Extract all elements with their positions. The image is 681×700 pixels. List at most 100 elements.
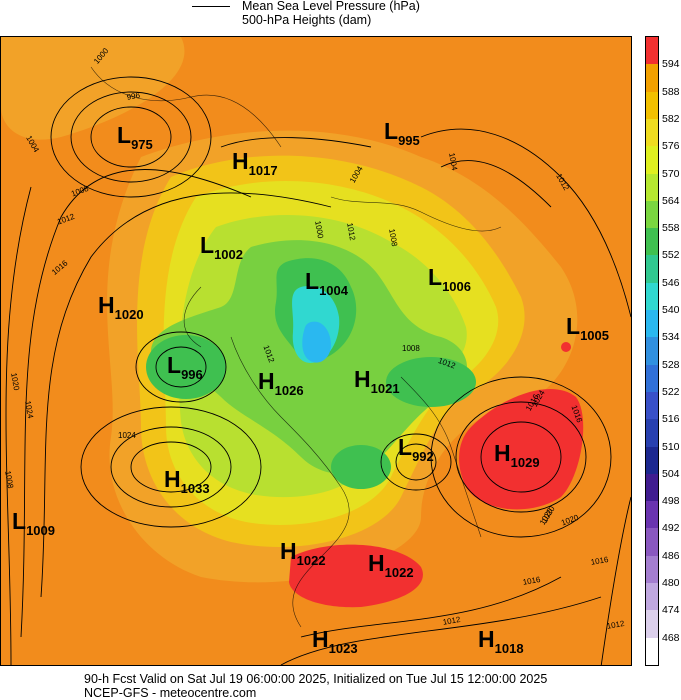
low-pressure-center: L1004 <box>305 268 348 298</box>
colorbar-tick-label: 522 <box>662 385 680 398</box>
colorbar-tick-label: 582 <box>662 112 680 125</box>
pressure-center-letter: H <box>368 550 385 576</box>
pressure-center-value: 1026 <box>274 383 304 398</box>
low-pressure-center: L995 <box>384 118 420 148</box>
pressure-center-letter: L <box>398 434 413 460</box>
pressure-center-letter: L <box>384 118 399 144</box>
pressure-center-letter: L <box>12 508 27 534</box>
isobar-value-label: 1008 <box>402 344 420 353</box>
colorbar-tick-label: 552 <box>662 249 680 262</box>
map-canvas <box>1 37 631 665</box>
pressure-center-value: 1009 <box>26 523 55 538</box>
low-pressure-center: L975 <box>117 122 153 152</box>
colorbar-tick-label: 498 <box>662 495 680 508</box>
low-pressure-center: L1009 <box>12 508 55 538</box>
high-pressure-center: H1029 <box>494 440 540 470</box>
pressure-center-value: 995 <box>398 133 420 148</box>
pressure-center-letter: L <box>305 268 320 294</box>
colorbar-segment <box>646 228 658 256</box>
pressure-center-letter: H <box>164 466 181 492</box>
colorbar-segment <box>646 118 658 147</box>
pressure-center-value: 1022 <box>384 565 414 580</box>
colorbar-segment <box>646 37 658 65</box>
weather-map <box>0 36 632 666</box>
pressure-center-value: 1020 <box>114 307 144 322</box>
colorbar-segment <box>646 173 658 202</box>
low-pressure-center: L1002 <box>200 232 243 262</box>
pressure-center-value: 1033 <box>180 481 210 496</box>
colorbar-segment <box>646 391 658 420</box>
low-pressure-center: L992 <box>398 434 434 464</box>
colorbar-segment <box>646 146 658 174</box>
pressure-center-value: 975 <box>131 137 153 152</box>
colorbar-segment <box>646 200 658 229</box>
colorbar-tick-label: 510 <box>662 440 680 453</box>
pressure-center-value: 1029 <box>510 455 540 470</box>
colorbar-segment <box>646 255 658 284</box>
pressure-center-value: 1002 <box>214 247 243 262</box>
colorbar-tick-label: 468 <box>662 631 680 644</box>
pressure-center-letter: H <box>312 626 329 652</box>
pressure-center-letter: L <box>566 313 581 339</box>
pressure-center-value: 1004 <box>319 283 348 298</box>
high-pressure-center: H1021 <box>354 366 400 396</box>
height-band-594-spot <box>561 342 571 352</box>
colorbar <box>645 36 659 666</box>
colorbar-tick-label: 546 <box>662 276 680 289</box>
colorbar-tick-label: 528 <box>662 358 680 371</box>
pressure-center-value: 1005 <box>580 328 609 343</box>
pressure-center-value: 1017 <box>248 163 278 178</box>
pressure-center-letter: H <box>478 626 495 652</box>
pressure-center-value: 992 <box>412 449 434 464</box>
title-mslp: Mean Sea Level Pressure (hPa) <box>242 0 420 13</box>
header: Mean Sea Level Pressure (hPa) 500-hPa He… <box>0 0 681 36</box>
colorbar-tick-label: 492 <box>662 522 680 535</box>
height-band-594-south <box>289 544 423 608</box>
colorbar-segment <box>646 637 658 666</box>
colorbar-segment <box>646 473 658 502</box>
pressure-center-letter: H <box>258 368 275 394</box>
colorbar-tick-label: 480 <box>662 577 680 590</box>
isobar-legend-line <box>192 6 230 7</box>
high-pressure-center: H1022 <box>368 550 414 580</box>
pressure-center-letter: L <box>117 122 132 148</box>
height-band-582 <box>1 37 185 140</box>
colorbar-segment <box>646 64 658 93</box>
pressure-center-letter: L <box>167 352 182 378</box>
coastlines <box>90 66 502 628</box>
height-band-534 <box>302 321 331 363</box>
pressure-center-letter: H <box>354 366 371 392</box>
height-band-552-south <box>331 445 391 489</box>
colorbar-segment <box>646 583 658 611</box>
colorbar-segment <box>646 501 658 529</box>
colorbar-tick-label: 588 <box>662 85 680 98</box>
high-pressure-center: H1020 <box>98 292 144 322</box>
isobar-value-label: 1024 <box>118 431 136 440</box>
colorbar-tick-label: 540 <box>662 304 680 317</box>
high-pressure-center: H1033 <box>164 466 210 496</box>
high-pressure-center: H1017 <box>232 148 278 178</box>
pressure-center-letter: H <box>98 292 115 318</box>
model-source-text: NCEP-GFS - meteocentre.com <box>84 686 257 700</box>
title-heights: 500-hPa Heights (dam) <box>242 13 372 27</box>
low-pressure-center: L1006 <box>428 264 471 294</box>
colorbar-tick-label: 558 <box>662 222 680 235</box>
low-pressure-center: L996 <box>167 352 203 382</box>
colorbar-segment <box>646 337 658 366</box>
pressure-center-value: 1022 <box>296 553 326 568</box>
colorbar-segment <box>646 528 658 557</box>
colorbar-tick-label: 594 <box>662 58 680 71</box>
colorbar-segment <box>646 446 658 475</box>
colorbar-tick-label: 534 <box>662 331 680 344</box>
colorbar-tick-label: 564 <box>662 194 680 207</box>
pressure-center-letter: L <box>428 264 443 290</box>
height-band-552-east <box>386 357 476 407</box>
colorbar-tick-label: 570 <box>662 167 680 180</box>
colorbar-segment <box>646 419 658 448</box>
high-pressure-center: H1026 <box>258 368 304 398</box>
colorbar-segment <box>646 310 658 338</box>
colorbar-segment <box>646 610 658 639</box>
colorbar-tick-label: 504 <box>662 467 680 480</box>
low-pressure-center: L1005 <box>566 313 609 343</box>
colorbar-segment <box>646 282 658 311</box>
